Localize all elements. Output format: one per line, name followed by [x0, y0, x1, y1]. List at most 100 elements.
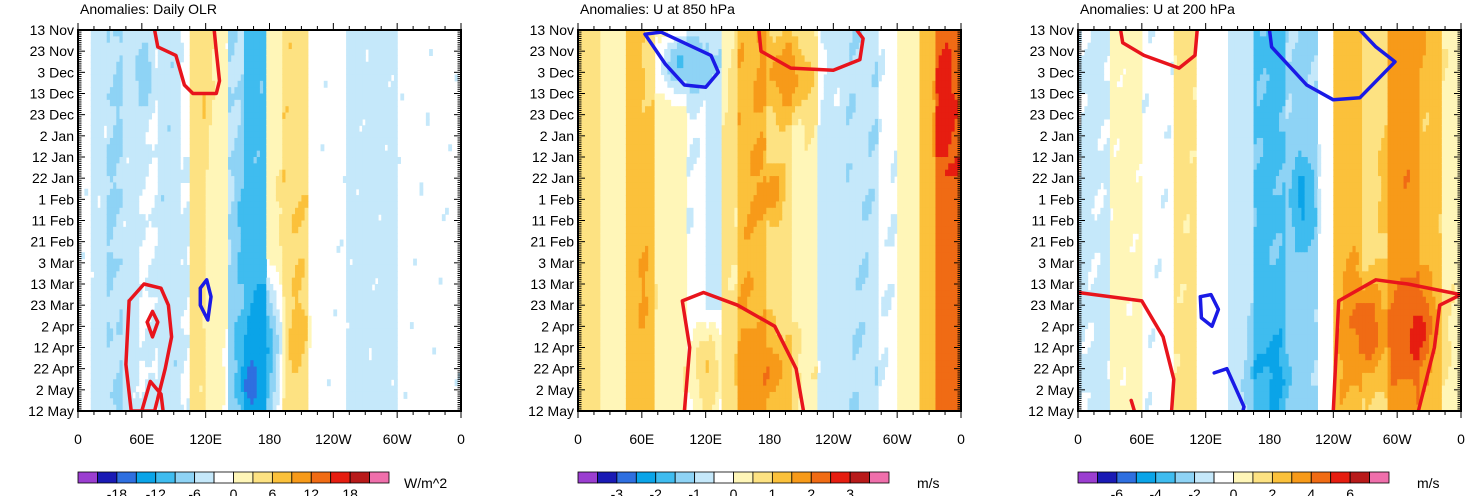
- heatmap-cell: [148, 68, 153, 76]
- heatmap-cell: [106, 195, 111, 203]
- heatmap-cell: [234, 131, 239, 139]
- heatmap-cell: [288, 157, 293, 164]
- heatmap-cell: [285, 391, 290, 399]
- heatmap-cell: [192, 385, 197, 393]
- heatmap-cell: [132, 55, 137, 63]
- heatmap-cell: [349, 68, 354, 76]
- heatmap-cell: [113, 61, 117, 69]
- heatmap-cell: [138, 290, 143, 298]
- heatmap-cell: [250, 163, 255, 171]
- heatmap-cell: [122, 290, 127, 298]
- heatmap-cell: [228, 188, 232, 196]
- heatmap-cell: [215, 271, 220, 279]
- heatmap-cell: [109, 150, 114, 158]
- heatmap-cell: [282, 233, 287, 241]
- heatmap-cell: [243, 49, 248, 56]
- heatmap-cell: [387, 264, 392, 272]
- heatmap-cell: [253, 99, 258, 107]
- heatmap-cell: [145, 169, 149, 177]
- heatmap-cell: [307, 328, 312, 336]
- heatmap-cell: [93, 112, 98, 120]
- heatmap-cell: [368, 118, 373, 126]
- heatmap-cell: [368, 49, 373, 56]
- heatmap-cell: [384, 334, 389, 342]
- heatmap-cell: [100, 252, 105, 260]
- heatmap-cell: [215, 220, 220, 228]
- heatmap-cell: [250, 87, 255, 95]
- heatmap-cell: [154, 379, 159, 387]
- heatmap-cell: [288, 252, 293, 260]
- heatmap-cell: [109, 137, 114, 145]
- heatmap-cell: [253, 55, 258, 63]
- heatmap-cell: [180, 226, 184, 234]
- heatmap-cell: [199, 182, 204, 190]
- heatmap-cell: [218, 214, 223, 222]
- heatmap-cell: [90, 55, 95, 63]
- heatmap-cell: [298, 207, 303, 215]
- heatmap-cell: [119, 61, 124, 69]
- heatmap-cell: [122, 385, 127, 393]
- heatmap-cell: [157, 379, 162, 387]
- heatmap-cell: [266, 87, 271, 95]
- heatmap-cell: [132, 220, 137, 228]
- heatmap-cell: [192, 195, 197, 203]
- heatmap-cell: [138, 30, 143, 37]
- heatmap-cell: [119, 188, 124, 196]
- heatmap-cell: [202, 366, 207, 374]
- heatmap-cell: [291, 239, 296, 247]
- heatmap-cell: [279, 334, 283, 342]
- heatmap-cell: [231, 271, 235, 279]
- heatmap-cell: [304, 157, 309, 164]
- heatmap-cell: [157, 366, 162, 374]
- heatmap-cell: [199, 271, 204, 279]
- heatmap-cell: [272, 163, 277, 171]
- heatmap-cell: [378, 68, 382, 76]
- heatmap-cell: [93, 245, 98, 253]
- heatmap-cell: [272, 366, 277, 374]
- heatmap-cell: [250, 137, 255, 145]
- heatmap-cell: [113, 271, 117, 279]
- heatmap-cell: [374, 99, 379, 107]
- heatmap-cell: [125, 264, 130, 272]
- heatmap-cell: [93, 214, 98, 222]
- heatmap-cell: [266, 169, 271, 177]
- heatmap-cell: [263, 36, 267, 44]
- heatmap-cell: [368, 296, 373, 304]
- heatmap-cell: [240, 303, 245, 310]
- heatmap-cell: [173, 176, 178, 183]
- heatmap-cell: [234, 157, 239, 164]
- heatmap-cell: [352, 49, 357, 56]
- heatmap-cell: [192, 258, 197, 266]
- heatmap-cell: [173, 201, 178, 209]
- heatmap-cell: [358, 99, 363, 107]
- heatmap-cell: [145, 398, 149, 406]
- heatmap-cell: [199, 87, 204, 95]
- heatmap-cell: [256, 137, 261, 145]
- heatmap-cell: [154, 214, 159, 222]
- heatmap-cell: [301, 303, 306, 310]
- heatmap-cell: [282, 398, 287, 406]
- heatmap-cell: [125, 201, 130, 209]
- heatmap-cell: [301, 214, 306, 222]
- heatmap-cell: [371, 290, 376, 298]
- heatmap-cell: [250, 233, 255, 241]
- heatmap-cell: [119, 372, 124, 380]
- heatmap-cell: [119, 277, 124, 285]
- heatmap-cell: [362, 106, 366, 114]
- heatmap-cell: [272, 245, 277, 253]
- heatmap-cell: [355, 106, 360, 114]
- heatmap-cell: [285, 303, 290, 310]
- heatmap-cell: [374, 169, 379, 177]
- heatmap-cell: [275, 245, 280, 253]
- heatmap-cell: [180, 353, 184, 361]
- heatmap-cell: [358, 296, 363, 304]
- heatmap-cell: [381, 30, 385, 37]
- heatmap-cell: [301, 404, 306, 411]
- heatmap-cell: [122, 42, 127, 50]
- heatmap-cell: [368, 137, 373, 145]
- heatmap-cell: [304, 233, 309, 241]
- heatmap-cell: [365, 341, 370, 349]
- heatmap-cell: [368, 112, 373, 120]
- heatmap-cell: [93, 176, 98, 183]
- heatmap-cell: [145, 404, 149, 411]
